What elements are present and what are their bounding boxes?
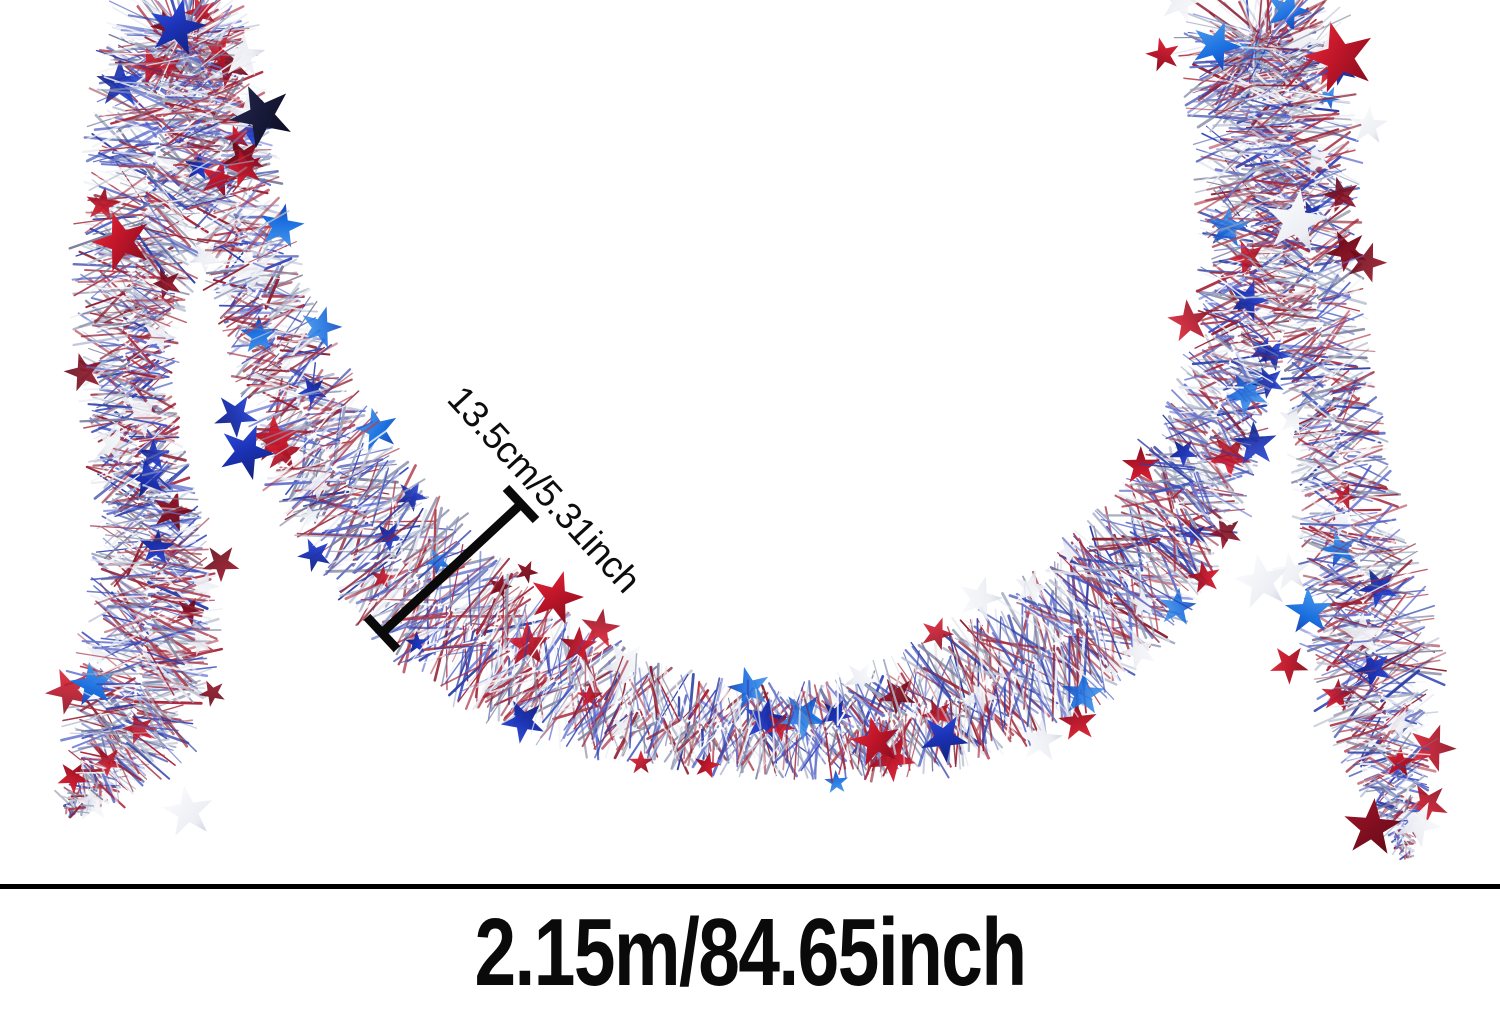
horizontal-divider [0, 884, 1500, 889]
dimension-cap-start [363, 613, 401, 653]
dimension-shaft [378, 500, 525, 637]
length-dimension-label: 2.15m/84.65inch [474, 899, 1027, 1006]
dimension-cap-end [502, 484, 540, 524]
